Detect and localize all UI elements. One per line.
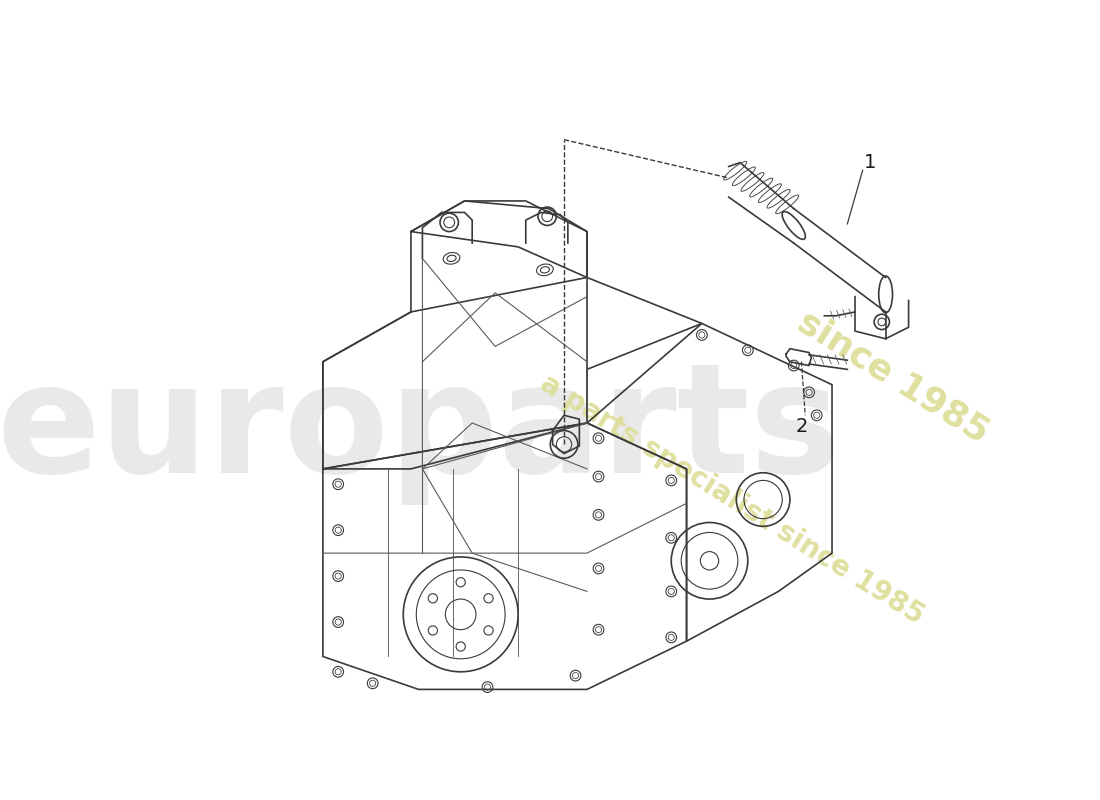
Text: a parts specialist since 1985: a parts specialist since 1985 (536, 369, 930, 630)
Text: europarts: europarts (0, 356, 840, 505)
Text: 2: 2 (795, 418, 807, 436)
Text: since 1985: since 1985 (792, 305, 996, 450)
Text: 1: 1 (865, 153, 877, 172)
